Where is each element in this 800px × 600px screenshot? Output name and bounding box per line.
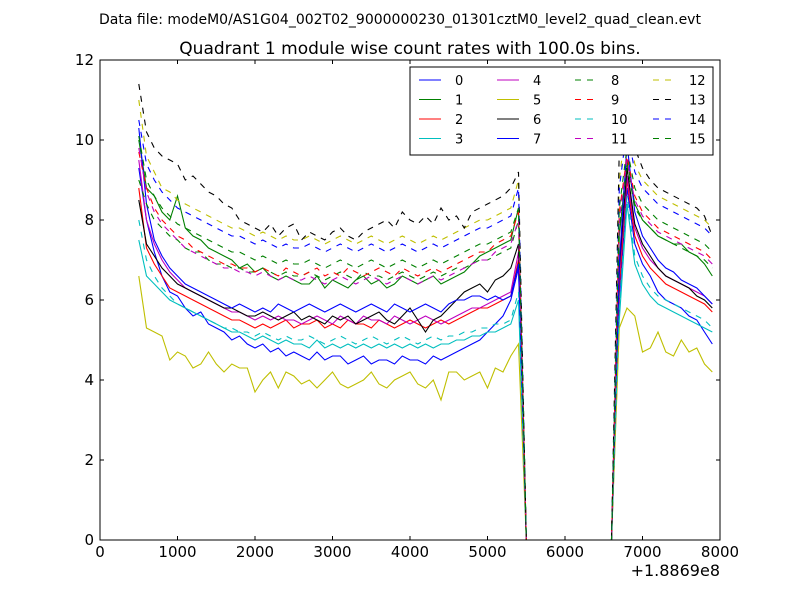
y-tick-label: 12	[75, 51, 94, 69]
y-tick-label: 10	[75, 131, 94, 149]
y-tick-label: 6	[84, 291, 94, 309]
legend-label-11: 11	[611, 133, 628, 148]
x-tick-label: 3000	[313, 543, 351, 561]
legend-label-10: 10	[611, 113, 628, 128]
x-tick-label: 5000	[468, 543, 506, 561]
legend-label-8: 8	[611, 74, 619, 89]
legend-label-4: 4	[533, 74, 541, 89]
x-tick-label: 6000	[546, 543, 584, 561]
x-offset-label: +1.8869e8	[631, 561, 720, 580]
series-line-9	[138, 151, 713, 541]
x-tick-label: 7000	[623, 543, 661, 561]
legend-label-14: 14	[689, 113, 706, 128]
legend-label-15: 15	[689, 133, 706, 148]
legend-label-7: 7	[533, 133, 541, 148]
legend-label-0: 0	[455, 74, 463, 89]
series-line-2	[138, 179, 713, 541]
series-line-0	[138, 167, 713, 541]
legend-box	[409, 66, 714, 156]
legend-label-6: 6	[533, 113, 541, 128]
x-tick-label: 0	[95, 543, 105, 561]
x-tick-label: 4000	[391, 543, 429, 561]
series-line-6	[138, 167, 713, 541]
legend-label-3: 3	[455, 133, 463, 148]
plot-lines	[138, 83, 713, 541]
y-tick-label: 8	[84, 211, 94, 229]
y-tick-label: 2	[84, 451, 94, 469]
series-line-5	[138, 275, 713, 541]
series-line-11	[138, 147, 713, 541]
legend-label-1: 1	[455, 94, 463, 109]
x-tick-label: 1000	[158, 543, 196, 561]
y-tick-label: 4	[84, 371, 94, 389]
series-line-7	[138, 127, 713, 541]
x-tick-label: 2000	[236, 543, 274, 561]
axis-ticks: 0 1000 2000 3000 4000 5000 6000 7000 80000246810…	[75, 51, 739, 561]
legend-label-9: 9	[611, 94, 619, 109]
legend-label-12: 12	[689, 74, 706, 89]
x-tick-label: 8000	[701, 543, 739, 561]
legend-label-5: 5	[533, 94, 541, 109]
chart-title: Quadrant 1 module wise count rates with …	[179, 39, 640, 59]
series-line-15	[138, 135, 713, 541]
series-line-12	[138, 99, 713, 541]
series-line-3	[138, 203, 713, 541]
figure-suptitle: Data file: modeM0/AS1G04_002T02_90000002…	[99, 12, 701, 28]
legend-label-13: 13	[689, 94, 706, 109]
y-tick-label: 0	[84, 531, 94, 549]
legend-label-2: 2	[455, 113, 463, 128]
series-line-14	[138, 119, 713, 541]
series-line-10	[138, 195, 713, 541]
